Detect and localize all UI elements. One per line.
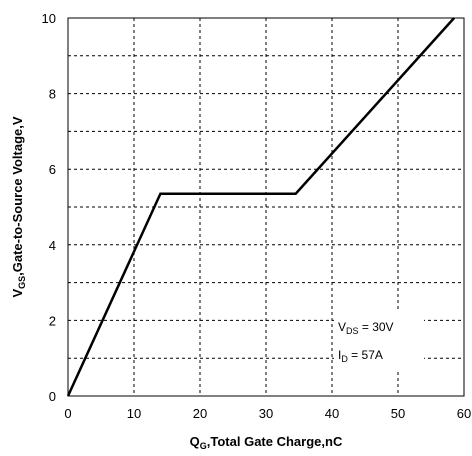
x-axis-label: QG,Total Gate Charge,nC — [190, 434, 343, 451]
x-tick-label: 0 — [64, 406, 71, 421]
y-tick-label: 4 — [49, 238, 56, 253]
annotation-id: ID = 57A — [338, 348, 383, 364]
annotation-box — [334, 312, 424, 370]
series-line — [66, 17, 456, 397]
grid-lines — [68, 18, 464, 396]
annotation-vds: VDS = 30V — [338, 320, 394, 336]
x-tick-label: 60 — [457, 406, 471, 421]
x-tick-label: 10 — [127, 406, 141, 421]
x-tick-label: 40 — [325, 406, 339, 421]
y-tick-label: 6 — [49, 162, 56, 177]
y-tick-label: 2 — [49, 313, 56, 328]
plot-frame — [67, 17, 465, 397]
y-axis-label: VGS,Gate-to-Source Voltage,V — [10, 116, 27, 297]
y-tick-label: 10 — [42, 11, 56, 26]
x-tick-labels: 0 10 20 30 40 50 60 — [64, 406, 471, 421]
x-tick-label: 50 — [391, 406, 405, 421]
y-tick-labels: 0 2 4 6 8 10 — [42, 11, 56, 404]
series-layer — [66, 17, 456, 397]
x-tick-label: 30 — [259, 406, 273, 421]
y-tick-label: 0 — [49, 389, 56, 404]
x-tick-label: 20 — [193, 406, 207, 421]
y-tick-label: 8 — [49, 87, 56, 102]
